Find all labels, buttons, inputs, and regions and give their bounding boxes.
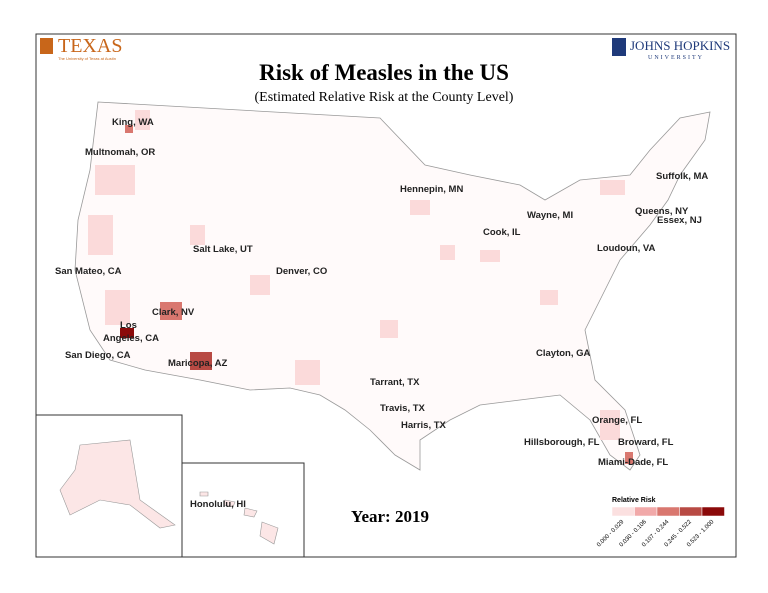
place-label: Broward, FL	[618, 437, 674, 448]
place-label: Los	[120, 320, 137, 331]
place-label: San Mateo, CA	[55, 266, 122, 277]
jhu-shield	[612, 38, 626, 56]
place-label: Angeles, CA	[103, 333, 159, 344]
place-label: Travis, TX	[380, 403, 426, 414]
place-label: Hennepin, MN	[400, 184, 463, 195]
place-label: Denver, CO	[276, 266, 327, 277]
place-label: Miami-Dade, FL	[598, 457, 668, 468]
place-label: Clark, NV	[152, 307, 195, 318]
texas-shield	[40, 38, 53, 54]
jhu-logo: JOHNS HOPKINS	[630, 38, 730, 53]
place-label: Harris, TX	[401, 420, 447, 431]
subtitle: (Estimated Relative Risk at the County L…	[255, 90, 514, 105]
place-label: Loudoun, VA	[597, 243, 656, 254]
year: Year: 2019	[351, 507, 429, 526]
texas-logo-sub: The University of Texas at Austin	[58, 56, 116, 61]
place-label: Essex, NJ	[657, 215, 702, 226]
place-label: Wayne, MI	[527, 210, 573, 221]
place-label: Tarrant, TX	[370, 377, 420, 388]
place-label: Cook, IL	[483, 227, 521, 238]
place-label: Salt Lake, UT	[193, 244, 253, 255]
legend-title: Relative Risk	[612, 497, 656, 504]
place-label: Suffolk, MA	[656, 171, 708, 182]
us-outline	[74, 101, 711, 471]
legend-swatch	[701, 506, 725, 517]
place-label: Honolulu, HI	[190, 499, 246, 510]
place-label: Orange, FL	[592, 415, 642, 426]
place-label: Queens, NY	[635, 206, 689, 217]
hawaii-inset	[181, 462, 305, 558]
texas-logo: TEXAS	[58, 35, 122, 57]
hawaii	[199, 491, 279, 545]
high-risk-counties	[120, 125, 633, 464]
place-label: Hillsborough, FL	[524, 437, 600, 448]
legend-swatch	[611, 506, 635, 517]
legend-swatch	[679, 506, 703, 517]
place-label: San Diego, CA	[65, 350, 131, 361]
place-label: Clayton, GA	[536, 348, 591, 359]
place-label: Multnomah, OR	[85, 147, 155, 158]
place-label: Maricopa, AZ	[168, 358, 227, 369]
legend-swatch	[634, 506, 658, 517]
jhu-logo-sub: UNIVERSITY	[648, 55, 704, 61]
alaska	[59, 439, 176, 529]
place-label: King, WA	[112, 117, 154, 128]
legend-swatch	[656, 506, 680, 517]
title: Risk of Measles in the US	[259, 60, 509, 85]
county-shading	[88, 110, 625, 440]
